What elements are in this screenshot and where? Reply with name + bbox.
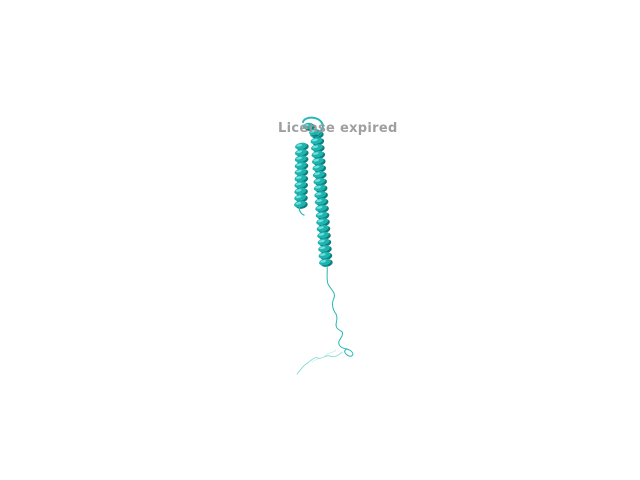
helix-turn-highlight	[318, 233, 325, 236]
helix-turn-highlight	[318, 226, 324, 229]
upper-loop	[302, 116, 324, 135]
helix-turn-highlight	[312, 152, 319, 155]
coil-region	[296, 116, 354, 375]
helix-turn-highlight	[320, 260, 327, 263]
helix-connector	[298, 205, 305, 216]
helix-turn-highlight	[296, 156, 303, 160]
helix-turn-highlight	[295, 182, 302, 186]
helix-turn-highlight	[296, 150, 303, 154]
helix-turn-highlight	[295, 195, 302, 199]
license-watermark: License expired	[278, 121, 398, 136]
helix-turn-highlight	[295, 176, 302, 179]
helix-turn-highlight	[295, 202, 302, 205]
helix-turn-highlight	[311, 138, 318, 142]
helix-turn-highlight	[319, 253, 326, 256]
helix-top-cap	[303, 122, 321, 137]
terminal-coil-faint	[311, 349, 337, 363]
helix-turn-highlight	[312, 145, 319, 149]
helix-turn-highlight	[316, 199, 323, 203]
helix-turn-highlight	[316, 206, 323, 209]
helix-turn-highlight	[315, 185, 322, 189]
helix-turn-highlight	[314, 172, 321, 176]
helix-turn-highlight	[315, 192, 322, 196]
helix-turn-highlight	[319, 246, 326, 250]
helix-turn-highlight	[318, 239, 325, 243]
helix-turn-highlight	[303, 124, 309, 127]
lower-tail-coil	[326, 265, 354, 357]
helix-turn-highlight	[313, 165, 320, 169]
helix-turn-highlight	[295, 189, 302, 192]
helix-turn-highlight	[296, 163, 302, 166]
helix-turn-highlight	[317, 212, 323, 216]
helix-turn-highlight	[314, 179, 321, 182]
helix-turn-highlight	[317, 219, 324, 223]
helix-turn-highlight	[313, 158, 320, 162]
helix-turn-highlight	[296, 144, 303, 147]
terminal-coil	[296, 351, 343, 375]
helix-turn-highlight	[295, 169, 302, 173]
alpha-helix-bundle	[294, 122, 333, 267]
helix-right-strand	[310, 130, 333, 267]
helix-left-strand	[294, 142, 309, 209]
helix-turn-highlight	[309, 130, 315, 133]
